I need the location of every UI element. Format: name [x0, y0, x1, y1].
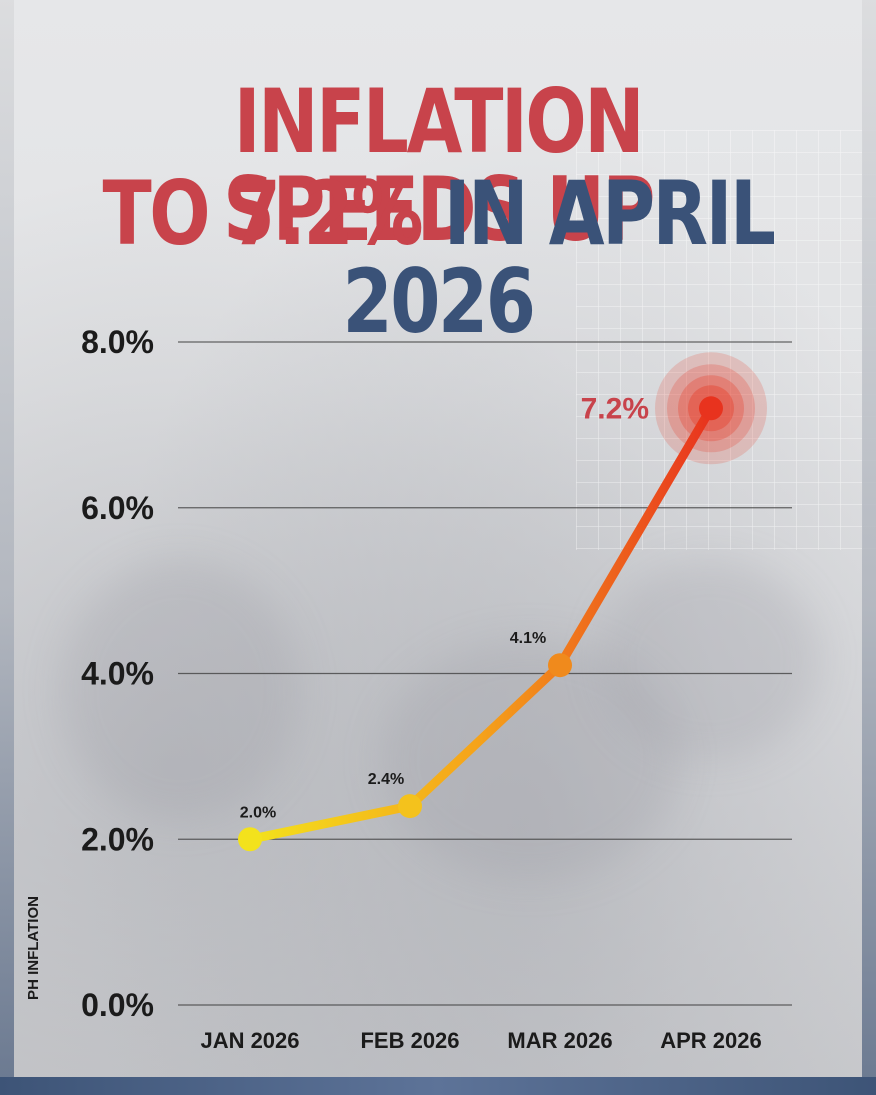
- y-tick-label: 0.0%: [81, 987, 154, 1023]
- headline-line-2: TO 7.2% IN APRIL 2026: [79, 170, 797, 346]
- data-point: [398, 794, 422, 819]
- background-blob: [60, 560, 300, 820]
- data-point: [548, 653, 572, 678]
- headline-line-1: INFLATION SPEEDS UP: [223, 70, 655, 261]
- x-tick-label: MAR 2026: [507, 1028, 612, 1053]
- y-axis-label: PH INFLATION: [25, 896, 42, 1000]
- x-axis-tick-labels: JAN 2026 FEB 2026 MAR 2026 APR 2026: [200, 1028, 761, 1053]
- background-blob: [600, 560, 820, 760]
- y-tick-label: 6.0%: [81, 490, 154, 526]
- y-axis-tick-labels: 0.0% 2.0% 4.0% 6.0% 8.0%: [81, 324, 154, 1023]
- data-points: [238, 396, 723, 852]
- data-label: 2.0%: [240, 804, 276, 821]
- data-point: [699, 396, 723, 421]
- series-line: [245, 403, 716, 844]
- right-frame-edge: [862, 0, 876, 1095]
- background-blob: [380, 640, 680, 880]
- data-labels: 2.0% 2.4% 4.1% 7.2%: [240, 392, 649, 821]
- headline-date: IN APRIL 2026: [342, 162, 776, 353]
- x-tick-label: FEB 2026: [360, 1028, 459, 1053]
- data-point: [238, 827, 262, 852]
- data-label: 2.4%: [368, 771, 404, 788]
- data-label: 4.1%: [510, 630, 546, 647]
- x-tick-label: APR 2026: [660, 1028, 762, 1053]
- series-line-path: [245, 403, 716, 844]
- y-tick-label: 2.0%: [81, 821, 154, 857]
- y-tick-label: 8.0%: [81, 324, 154, 360]
- data-label-highlight: 7.2%: [581, 392, 649, 425]
- y-tick-label: 4.0%: [81, 656, 154, 692]
- gridlines: [178, 341, 792, 1006]
- bottom-accent-bar: [0, 1077, 876, 1095]
- headline-highlight-value: TO 7.2%: [102, 162, 423, 265]
- x-tick-label: JAN 2026: [200, 1028, 299, 1053]
- decorative-grid: [576, 130, 876, 550]
- left-frame-edge: [0, 0, 14, 1095]
